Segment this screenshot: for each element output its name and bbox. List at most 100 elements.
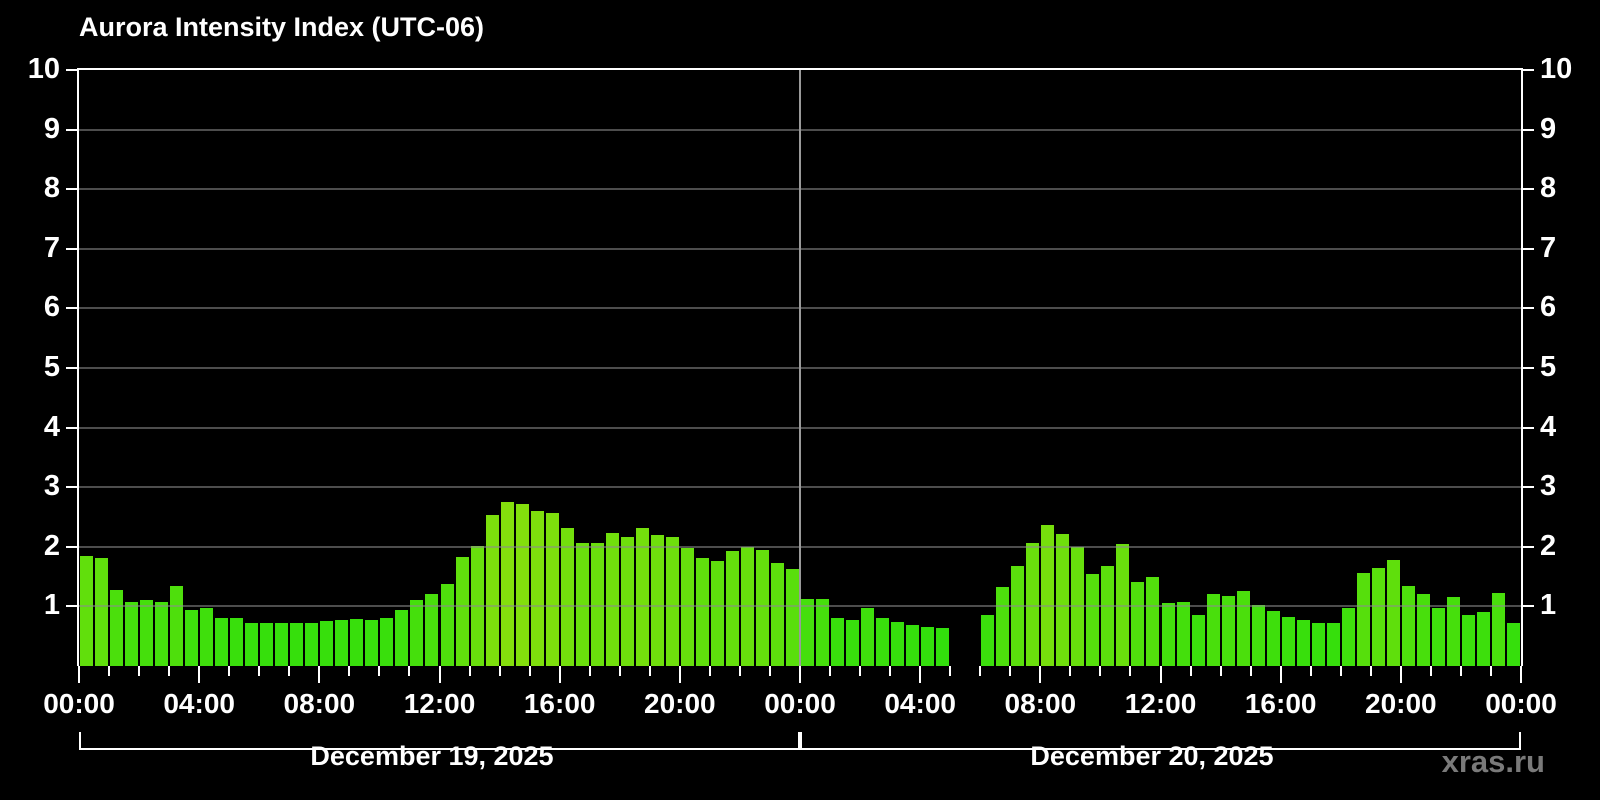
x-tick-minor: [1309, 666, 1312, 676]
bar: [846, 620, 860, 666]
x-tick-major: [1399, 666, 1402, 683]
bar: [906, 624, 920, 666]
bar: [410, 599, 424, 666]
bar: [1176, 601, 1190, 666]
bar: [1311, 622, 1325, 666]
bar: [1041, 524, 1055, 666]
bar: [530, 511, 544, 666]
x-tick-minor: [829, 666, 832, 676]
x-tick-minor: [498, 666, 501, 676]
bar: [275, 623, 289, 666]
x-tick-major: [198, 666, 201, 683]
bar: [1191, 614, 1205, 666]
y-axis-label-right: 4: [1540, 410, 1557, 443]
x-tick-label: 00:00: [43, 688, 115, 719]
bar: [665, 536, 679, 666]
y-axis-label-left: 5: [43, 351, 60, 383]
bar: [215, 617, 229, 666]
bar: [816, 598, 830, 666]
x-tick-minor: [1489, 666, 1492, 676]
bar: [1506, 622, 1520, 666]
bar: [350, 618, 364, 666]
bar: [755, 550, 769, 666]
y-tick-right: [1521, 69, 1534, 71]
bar: [545, 513, 559, 666]
bar: [1266, 610, 1280, 666]
bar: [1476, 611, 1490, 666]
bar: [155, 601, 169, 666]
bar: [245, 622, 259, 666]
day-bracket-stub: [798, 732, 800, 750]
y-tick-right: [1521, 426, 1534, 429]
x-tick-minor: [468, 666, 471, 676]
bar: [455, 556, 469, 666]
bar: [981, 615, 995, 666]
bar: [125, 601, 139, 666]
x-tick-minor: [1219, 666, 1222, 676]
bar: [1251, 604, 1265, 666]
x-tick-major: [1159, 666, 1162, 683]
x-tick-minor: [588, 666, 591, 676]
bar: [1491, 592, 1505, 666]
bar: [650, 534, 664, 666]
x-tick-minor: [1249, 666, 1252, 676]
bar: [1326, 623, 1340, 666]
bar: [170, 586, 184, 666]
y-axis-label-left: 9: [43, 112, 60, 145]
y-tick-left: [66, 486, 79, 489]
bar: [695, 557, 709, 666]
x-tick-label: 00:00: [764, 688, 836, 719]
y-axis-label-right: 8: [1540, 172, 1557, 205]
x-tick-minor: [1069, 666, 1072, 676]
bar: [200, 608, 214, 666]
bar: [1116, 543, 1130, 666]
x-tick-label: 20:00: [1365, 688, 1437, 719]
y-axis-label-left: 4: [43, 410, 60, 443]
bar: [861, 608, 875, 666]
x-tick-label: 00:00: [1485, 688, 1557, 719]
x-tick-minor: [1429, 666, 1432, 676]
y-axis-label-left: 2: [43, 529, 60, 562]
bar: [380, 618, 394, 666]
y-axis-label-left: 8: [43, 172, 60, 205]
y-tick-right: [1521, 486, 1534, 489]
bar: [1011, 566, 1025, 666]
bar: [1101, 565, 1115, 666]
bar: [395, 609, 409, 666]
y-tick-left: [66, 128, 79, 131]
bar: [425, 593, 439, 666]
bar: [1056, 534, 1070, 666]
x-tick-major: [1520, 666, 1522, 683]
day-bracket-stub: [79, 732, 81, 750]
x-tick-minor: [768, 666, 771, 676]
x-tick-minor: [1339, 666, 1342, 676]
bar: [1371, 568, 1385, 666]
bar: [440, 584, 454, 666]
y-axis-label-right: 3: [1540, 470, 1557, 503]
plot-area: [77, 68, 1523, 683]
x-tick-major: [919, 666, 922, 683]
bar: [1026, 543, 1040, 666]
y-axis-label-left: 3: [43, 470, 60, 503]
bar: [1461, 614, 1475, 666]
bar: [1281, 617, 1295, 666]
bar: [635, 527, 649, 666]
y-axis-label-right: 1: [1540, 589, 1557, 622]
x-tick-major: [558, 666, 561, 683]
y-axis-label-right: 6: [1540, 291, 1557, 324]
bar: [770, 562, 784, 666]
y-axis-label-right: 2: [1540, 529, 1557, 562]
x-tick-minor: [528, 666, 531, 676]
bar: [305, 622, 319, 666]
y-tick-right: [1521, 128, 1534, 131]
bar: [891, 621, 905, 666]
day-bracket-stub: [1519, 732, 1521, 750]
bar: [485, 515, 499, 666]
bar: [605, 532, 619, 666]
day-bracket-stub: [800, 732, 802, 750]
bar: [1086, 573, 1100, 666]
x-tick-minor: [408, 666, 411, 676]
y-tick-left: [66, 69, 79, 71]
x-tick-label: 16:00: [523, 688, 596, 719]
